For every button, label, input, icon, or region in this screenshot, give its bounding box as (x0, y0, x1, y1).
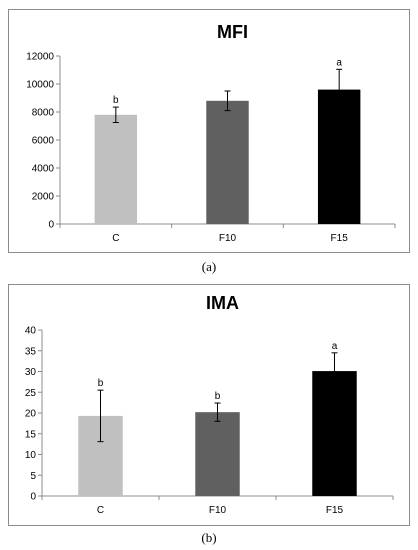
y-tick-label: 0 (48, 220, 54, 231)
x-tick-label: F15 (326, 505, 344, 516)
chart-title: MFI (217, 22, 248, 42)
x-tick-label: F10 (219, 233, 237, 244)
y-tick-label: 35 (25, 346, 37, 357)
bar-c (94, 114, 138, 224)
y-tick-label: 6000 (32, 136, 55, 147)
y-tick-label: 20 (25, 409, 37, 420)
y-tick-label: 0 (30, 492, 36, 503)
bar-f15 (317, 89, 361, 224)
ima-chart: IMA 0 5 10 15 20 25 30 35 40 b Cb F10 a F15 (25, 293, 394, 516)
x-tick-label: C (97, 505, 104, 516)
chart-panel-mfi: MFI 0 2000 4000 6000 8000 10000 12000 b C F10 a F15 (8, 9, 410, 253)
x-tick-label: F10 (209, 505, 227, 516)
significance-label: a (332, 341, 338, 352)
x-tick-label: F15 (331, 233, 349, 244)
mfi-chart: MFI 0 2000 4000 6000 8000 10000 12000 b C F10 a F15 (26, 22, 396, 244)
y-tick-label: 30 (25, 367, 37, 378)
y-tick-label: 40 (25, 326, 37, 337)
y-tick-label: 10000 (26, 80, 54, 91)
y-tick-label: 25 (25, 388, 37, 399)
bar-f10 (195, 412, 240, 496)
y-tick-label: 5 (30, 471, 36, 482)
significance-label: b (113, 95, 119, 106)
y-tick-label: 4000 (32, 164, 55, 175)
y-tick-label: 12000 (26, 52, 54, 63)
y-tick-label: 2000 (32, 192, 55, 203)
figure-caption-b: (b) (201, 530, 217, 545)
significance-label: b (215, 391, 221, 402)
x-tick-label: C (112, 233, 119, 244)
y-tick-label: 15 (25, 429, 37, 440)
significance-label: b (98, 378, 104, 389)
bar-f10 (206, 100, 249, 224)
significance-label: a (336, 57, 342, 68)
y-tick-label: 10 (25, 450, 37, 461)
chart-title: IMA (206, 293, 239, 313)
bar-f15 (312, 371, 357, 496)
figure-caption-a: (a) (201, 259, 217, 274)
y-tick-label: 8000 (32, 108, 55, 119)
